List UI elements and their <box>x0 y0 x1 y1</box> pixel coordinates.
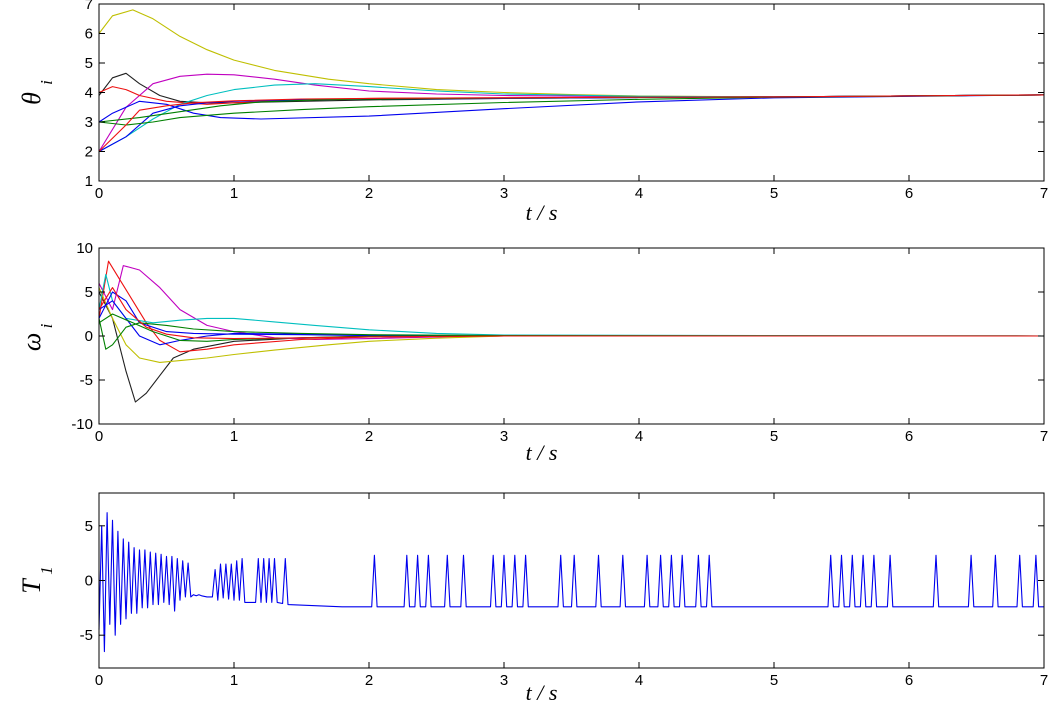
theta-xtick-label: 0 <box>95 185 103 202</box>
torque-ylabel-main: T <box>17 578 46 594</box>
theta-xtick-label: 5 <box>770 185 778 202</box>
theta-ytick-label: 5 <box>85 55 93 72</box>
omega-series-line-2 <box>98 265 1044 341</box>
theta-ytick-label: 1 <box>85 173 93 190</box>
theta-series-line-6 <box>98 94 1045 123</box>
theta-series-line-5 <box>98 83 1045 152</box>
omega-series-line-5 <box>98 273 1045 337</box>
torque-xtick-label: 7 <box>1040 672 1048 689</box>
torque-ylabel: T1 <box>17 566 56 593</box>
torque-ytick-label: 5 <box>85 518 93 535</box>
theta-ylabel-main: θ <box>17 92 46 105</box>
theta-series-line-1 <box>98 9 1045 98</box>
torque-xtick-label: 5 <box>770 672 778 689</box>
torque-ytick-label: -5 <box>80 627 93 644</box>
omega-series-line-4 <box>98 287 1044 363</box>
torque-series-line-1 <box>98 512 1044 653</box>
torque-xlabel: t / s <box>526 680 558 705</box>
theta-ytick-label: 6 <box>85 26 93 43</box>
omega-xtick-label: 6 <box>905 428 913 445</box>
torque-xtick-label: 1 <box>230 672 238 689</box>
theta-xtick-label: 1 <box>230 185 238 202</box>
theta-ylabel-subscript: i <box>37 80 56 85</box>
theta-xtick-label: 4 <box>635 185 643 202</box>
theta-ytick-label: 2 <box>85 144 93 161</box>
torque-xtick-label: 2 <box>365 672 373 689</box>
omega-xtick-label: 5 <box>770 428 778 445</box>
theta-xlabel: t / s <box>526 200 558 225</box>
theta-xtick-label: 7 <box>1040 185 1048 202</box>
theta-xtick-label: 6 <box>905 185 913 202</box>
torque-xtick-label: 0 <box>95 672 103 689</box>
omega-ylabel-main: ω <box>17 333 46 351</box>
torque-xtick-label: 6 <box>905 672 913 689</box>
omega-ytick-label: 0 <box>85 328 93 345</box>
omega-series-line-1 <box>98 291 1045 403</box>
theta-ylabel: θi <box>17 80 56 105</box>
torque-ytick-label: 0 <box>85 573 93 590</box>
omega-ytick-label: -10 <box>71 416 93 433</box>
omega-ytick-label: -5 <box>80 372 93 389</box>
omega-xlabel: t / s <box>526 440 558 465</box>
omega-xtick-label: 3 <box>500 428 508 445</box>
omega-xtick-label: 4 <box>635 428 643 445</box>
theta-xtick-label: 2 <box>365 185 373 202</box>
torque-xtick-label: 4 <box>635 672 643 689</box>
omega-ylabel-subscript: i <box>37 323 56 328</box>
omega-xtick-label: 1 <box>230 428 238 445</box>
omega-xtick-label: 0 <box>95 428 103 445</box>
theta-ytick-label: 7 <box>85 0 93 13</box>
theta-series-line-10 <box>98 94 1045 152</box>
torque-xtick-label: 3 <box>500 672 508 689</box>
theta-axes-frame <box>98 3 1045 182</box>
omega-series-line-7 <box>98 291 1044 337</box>
theta-xtick-label: 3 <box>500 185 508 202</box>
omega-series-line-10 <box>98 287 1044 340</box>
omega-series-line-8 <box>98 318 1045 350</box>
omega-panel: 0 1 2 3 4 5 6 7 -10 -5 0 5 10 t / s ωi <box>17 240 1048 465</box>
theta-ytick-label: 4 <box>85 85 93 102</box>
theta-series-line-8 <box>98 94 1045 126</box>
omega-series-line-9 <box>98 313 1044 342</box>
omega-xtick-label: 7 <box>1040 428 1048 445</box>
theta-ytick-label: 3 <box>85 114 93 131</box>
torque-ylabel-subscript: 1 <box>37 566 56 575</box>
omega-ylabel: ωi <box>17 323 56 351</box>
omega-ytick-label: 5 <box>85 284 93 301</box>
omega-xtick-label: 2 <box>365 428 373 445</box>
omega-ytick-label: 10 <box>76 240 93 257</box>
